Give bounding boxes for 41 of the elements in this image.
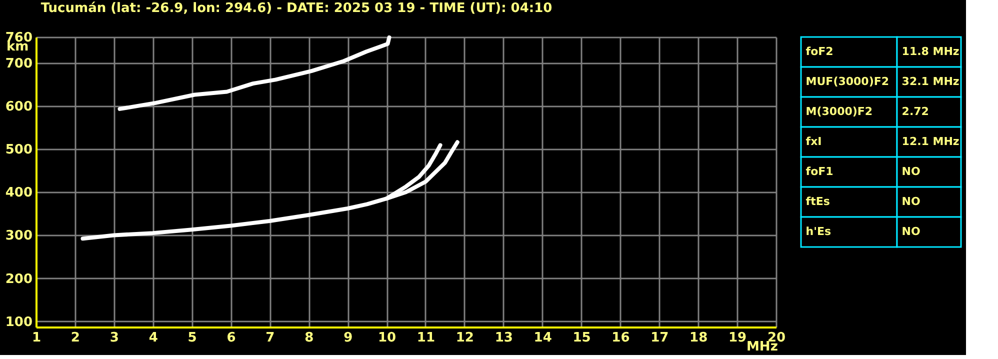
text: 2.72 <box>902 105 929 118</box>
y-tick-label: 700 <box>5 56 32 72</box>
x-tick-label: 2 <box>70 330 80 346</box>
text: NO <box>902 225 920 238</box>
x-tick-label: 7 <box>266 330 275 346</box>
category-label: foF2 <box>806 45 834 58</box>
text: NO <box>902 165 920 178</box>
y-tick-label: 100 <box>5 314 32 330</box>
x-tick-label: 5 <box>188 330 197 346</box>
x-tick-label: 12 <box>456 330 474 346</box>
text: 32.1 MHz <box>902 75 960 88</box>
x-tick-label: 8 <box>304 330 314 346</box>
x-tick-label: 18 <box>690 330 708 346</box>
y-tick-label: 400 <box>5 186 32 201</box>
x-tick-label: 11 <box>416 330 436 346</box>
y-tick-label: 300 <box>5 228 32 244</box>
x-tick-label: 10 <box>378 330 396 346</box>
category-label: fxI <box>806 135 822 148</box>
chart-title: Tucumán (lat: -26.9, lon: 294.6) - DATE: 2025 03 19 - TIME (UT): 04:10 <box>40 1 552 16</box>
x-tick-label: 3 <box>110 330 119 346</box>
text: 12.1 MHz <box>902 135 960 148</box>
x-tick-label: 13 <box>494 330 513 346</box>
x-tick-label: 15 <box>572 330 591 346</box>
y-tick-label: 500 <box>5 142 32 158</box>
category-label: foF1 <box>806 165 834 178</box>
category-label: M(3000)F2 <box>806 105 873 118</box>
x-tick-label: 1 <box>32 330 42 346</box>
x-tick-label: 4 <box>148 330 158 346</box>
category-label: h'Es <box>806 225 832 238</box>
x-tick-label: 19 <box>728 330 747 346</box>
x-tick-label: 6 <box>226 330 236 346</box>
text: 11.8 MHz <box>902 45 960 58</box>
category-label: ftEs <box>806 195 830 208</box>
x-tick-label: 14 <box>534 330 552 346</box>
x-tick-label: 9 <box>344 330 353 346</box>
text: NO <box>902 195 920 208</box>
y-tick-label: 600 <box>5 99 32 114</box>
x-tick-label: 17 <box>650 330 669 346</box>
x-tick-label: 16 <box>612 330 630 346</box>
y-tick-label: 200 <box>5 272 32 287</box>
category-label: MUF(3000)F2 <box>806 75 890 88</box>
